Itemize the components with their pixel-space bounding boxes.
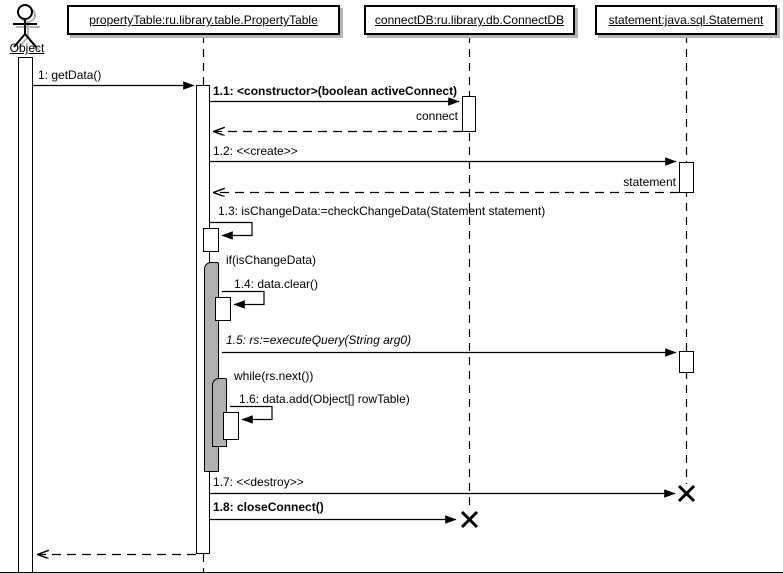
message-label-checkchangedata: 1.3: isChangeData:=checkChangeData(State… bbox=[218, 204, 546, 218]
lifeline-head-propertytable: propertyTable:ru.library.table.PropertyT… bbox=[67, 5, 340, 35]
activation-self-1-6 bbox=[223, 412, 239, 440]
message-label-connect-return: connect bbox=[415, 109, 458, 123]
lifeline-head-statement-label: statement:java.sql.Statement bbox=[608, 13, 764, 27]
guard-label-while: while(rs.next()) bbox=[234, 369, 314, 383]
lifeline-head-connectdb-label: connectDB:ru.library.db.ConnectDB bbox=[374, 13, 565, 27]
lifeline-head-statement: statement:java.sql.Statement bbox=[595, 5, 777, 35]
message-label-dataclear: 1.4: data.clear() bbox=[234, 277, 319, 291]
message-label-executequery: 1.5: rs:=executeQuery(String arg0) bbox=[226, 333, 412, 347]
message-label-destroy: 1.7: <<destroy>> bbox=[213, 475, 304, 489]
message-label-dataadd: 1.6: data.add(Object[] rowTable) bbox=[239, 392, 410, 406]
destroy-x-connectdb-icon bbox=[460, 510, 479, 529]
guard-label-if: if(isChangeData) bbox=[226, 253, 317, 267]
activation-actor bbox=[18, 57, 33, 572]
activation-self-1-4 bbox=[215, 297, 231, 321]
lifeline-head-propertytable-label: propertyTable:ru.library.table.PropertyT… bbox=[89, 13, 318, 27]
message-label-statement-return: statement bbox=[623, 175, 676, 189]
activation-statement-create bbox=[679, 162, 694, 193]
destroy-x-statement-icon bbox=[677, 484, 696, 503]
actor-label: Object bbox=[9, 41, 45, 55]
activation-connectdb bbox=[462, 96, 476, 132]
activation-statement-query bbox=[679, 351, 694, 373]
message-label-constructor: 1.1: <constructor>(boolean activeConnect… bbox=[213, 84, 458, 98]
lifeline-head-connectdb: connectDB:ru.library.db.ConnectDB bbox=[364, 5, 575, 35]
message-label-closeconnect: 1.8: closeConnect() bbox=[213, 500, 324, 514]
message-label-getdata: 1: getData() bbox=[38, 68, 102, 82]
activation-self-1-3 bbox=[203, 228, 219, 252]
message-label-create: 1.2: <<create>> bbox=[213, 144, 298, 158]
